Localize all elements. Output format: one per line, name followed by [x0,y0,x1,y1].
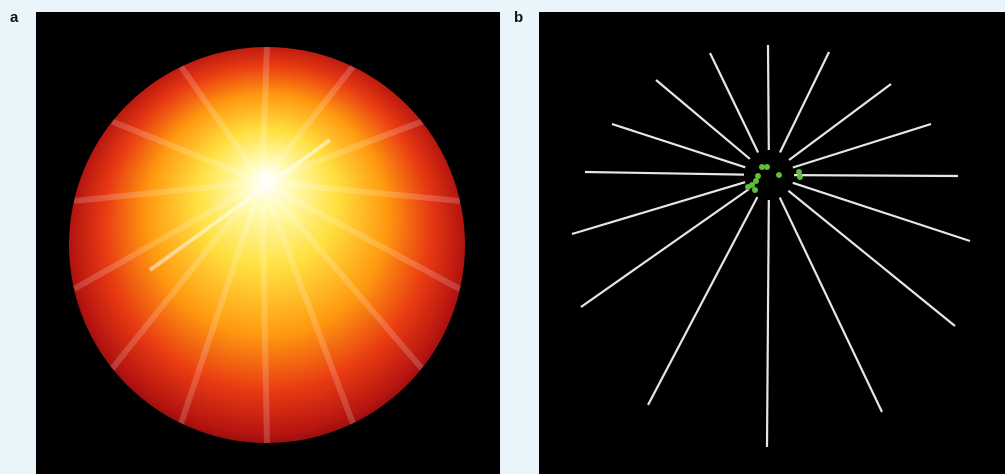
spoke [766,44,770,151]
green-dot [749,182,755,188]
green-dot [796,169,802,175]
ray [259,181,270,443]
spoke [778,197,883,413]
ray [148,138,332,272]
green-dot [752,187,758,193]
ray [261,179,461,204]
ray [178,181,265,425]
spoke [792,181,971,243]
panel-label: a [10,9,19,26]
green-dot [755,173,761,179]
green-dot [797,174,803,180]
spoke [765,199,770,448]
ray [73,179,263,204]
green-dot [764,164,770,170]
ray [72,179,264,292]
spoke [611,122,746,169]
spoke [584,170,745,176]
spoke [655,79,751,160]
heat-rays [72,47,462,443]
ray [260,179,462,292]
spokes [571,44,971,448]
spoke [788,83,892,161]
heat-disk [69,47,465,443]
spoke [793,174,959,178]
spoke [792,122,932,169]
spoke [571,181,746,236]
ray [259,64,356,184]
green-dot [753,178,759,184]
panel-label: b [514,9,523,26]
ray [111,118,264,185]
green-dot [776,172,782,178]
spoke [778,51,830,154]
spoke [787,189,956,327]
ray [259,180,425,371]
ray [178,64,265,184]
spoke [709,52,760,153]
green-dot [759,164,765,170]
ray [259,47,270,183]
spoke [580,188,750,308]
ray [259,180,356,425]
green-dots [745,164,803,193]
panel-b-background [539,12,1005,474]
spoke [647,196,759,406]
ray [109,180,265,371]
